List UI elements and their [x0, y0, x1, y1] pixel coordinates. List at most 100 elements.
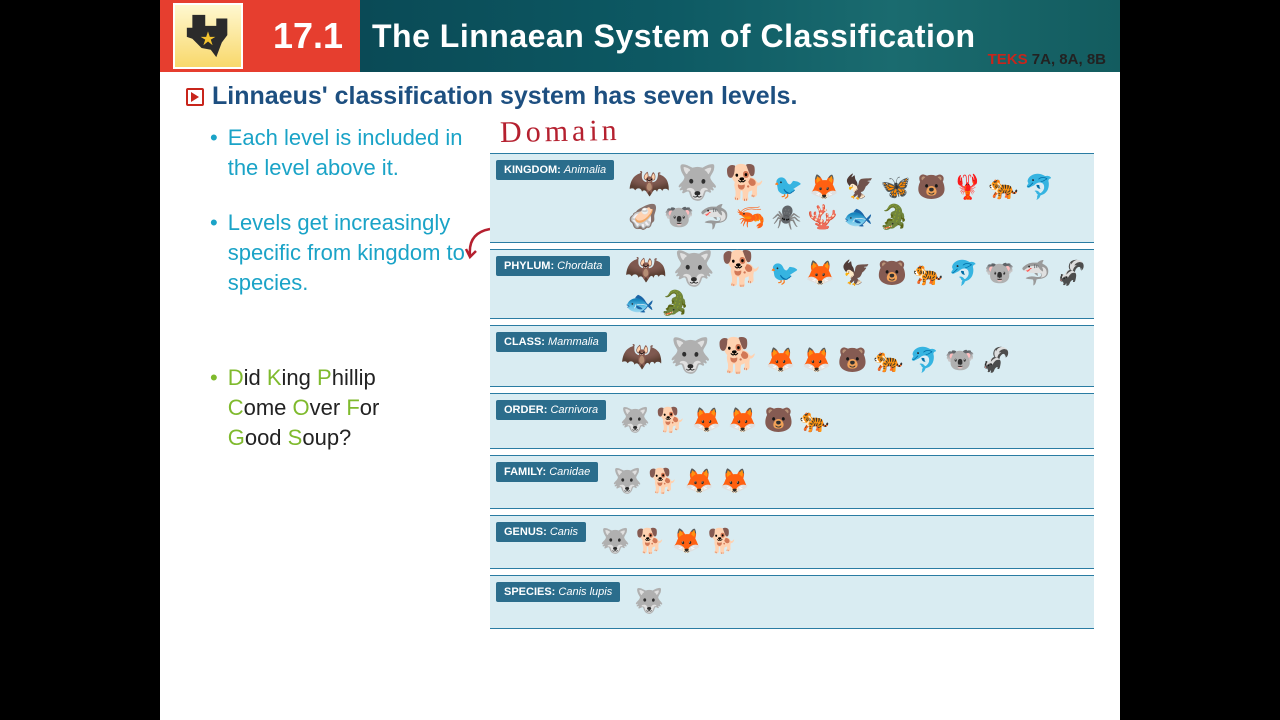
level-animals: 🐺	[630, 590, 664, 614]
animal-icon: 🦊	[805, 262, 835, 286]
teks-label: TEKS 7A, 8A, 8B	[988, 51, 1106, 68]
level-animals: 🦇🐺🐕🐦🦊🦅🦋🐻🦞🐅🐬🦪🐨🦈🦐🕷️🪸🐟🐊	[624, 166, 1088, 230]
animal-icon: 🐕	[648, 470, 678, 494]
level-animals: 🦇🐺🐕🦊🦊🐻🐅🐬🐨🦨	[617, 339, 1011, 373]
texas-badge	[160, 0, 256, 72]
animal-icon: 🦪	[628, 206, 658, 230]
left-column: • Each level is included in the level ab…	[186, 123, 482, 635]
taxonomy-level-family: FAMILY: Canidae🐺🐕🦊🦊	[490, 455, 1094, 509]
animal-icon: 🐺	[673, 252, 715, 286]
texas-icon	[185, 11, 231, 61]
animal-icon: 🦈	[1021, 262, 1051, 286]
level-label: PHYLUM: Chordata	[496, 256, 610, 276]
handwritten-domain: Domain	[500, 114, 621, 150]
animal-icon: 🦅	[845, 176, 875, 200]
level-animals: 🐺🐕🦊🦊	[608, 470, 750, 494]
level-label: GENUS: Canis	[496, 522, 586, 542]
mnemonic-bullet: • Did King Phillip Come Over For Good So…	[210, 363, 482, 452]
animal-icon: 🐺	[620, 409, 650, 433]
content-row: • Each level is included in the level ab…	[186, 123, 1094, 635]
slide-body: Linnaeus' classification system has seve…	[160, 72, 1120, 645]
level-label: FAMILY: Canidae	[496, 462, 598, 482]
animal-icon: 🕷️	[772, 206, 802, 230]
animal-icon: 🐻	[877, 262, 907, 286]
level-label: KINGDOM: Animalia	[496, 160, 614, 180]
animal-icon: 🦊	[672, 530, 702, 554]
animal-icon: 🦞	[953, 176, 983, 200]
animal-icon: 🦨	[1057, 262, 1087, 286]
bullet-dot-icon: •	[210, 123, 218, 182]
slide-title: The Linnaean System of Classification	[372, 18, 1108, 55]
animal-icon: 🦅	[841, 262, 871, 286]
animal-icon: 🐊	[660, 292, 690, 316]
animal-icon: 🐺	[669, 339, 711, 373]
animal-icon: 🐺	[612, 470, 642, 494]
animal-icon: 🐦	[773, 176, 803, 200]
animal-icon: 🦊	[766, 349, 796, 373]
level-animals: 🐺🐕🦊🐕	[596, 530, 738, 554]
animal-icon: 🐕	[636, 530, 666, 554]
animal-icon: 🦊	[802, 349, 832, 373]
animal-icon: 🐅	[873, 349, 903, 373]
taxonomy-level-genus: GENUS: Canis 🐺🐕🦊🐕	[490, 515, 1094, 569]
animal-icon: 🐅	[988, 176, 1018, 200]
taxonomy-levels: KINGDOM: Animalia🦇🐺🐕🐦🦊🦅🦋🐻🦞🐅🐬🦪🐨🦈🦐🕷️🪸🐟🐊PHY…	[490, 123, 1094, 629]
badge-box	[173, 3, 243, 69]
slide: 17.1 The Linnaean System of Classificati…	[160, 0, 1120, 720]
animal-icon: 🐬	[1024, 176, 1054, 200]
taxonomy-level-species: SPECIES: Canis lupis 🐺	[490, 575, 1094, 629]
animal-icon: 🦨	[981, 349, 1011, 373]
animal-icon: 🐻	[917, 176, 947, 200]
animal-icon: 🐟	[843, 206, 873, 230]
taxonomy-level-order: ORDER: Carnivora🐺🐕🦊🦊🐻🐅	[490, 393, 1094, 449]
animal-icon: 🐺	[676, 166, 718, 200]
animal-icon: 🐨	[985, 262, 1015, 286]
level-animals: 🐺🐕🦊🦊🐻🐅	[616, 409, 829, 433]
animal-icon: 🐨	[945, 349, 975, 373]
animal-icon: 🐬	[909, 349, 939, 373]
animal-icon: 🦊	[684, 470, 714, 494]
animal-icon: 🐺	[634, 590, 664, 614]
level-label: CLASS: Mammalia	[496, 332, 607, 352]
bullet-2: • Levels get increasingly specific from …	[210, 208, 482, 297]
bullet-2-text: Levels get increasingly specific from ki…	[228, 208, 482, 297]
animal-icon: 🐬	[949, 262, 979, 286]
level-label: SPECIES: Canis lupis	[496, 582, 620, 602]
animal-icon: 🐦	[769, 262, 799, 286]
heading-bullet-icon	[186, 88, 204, 106]
animal-icon: 🦊	[720, 470, 750, 494]
section-number: 17.1	[256, 0, 360, 72]
animal-icon: 🐕	[721, 252, 763, 286]
animal-icon: 🐟	[624, 292, 654, 316]
animal-icon: 🐅	[800, 409, 830, 433]
animal-icon: 🐕	[725, 166, 767, 200]
header-title-area: The Linnaean System of Classification TE…	[360, 0, 1120, 72]
level-label: ORDER: Carnivora	[496, 400, 606, 420]
animal-icon: 🦇	[628, 166, 670, 200]
animal-icon: 🦈	[700, 206, 730, 230]
bullet-dot-icon: •	[210, 363, 218, 452]
teks-red: TEKS	[988, 51, 1028, 68]
mnemonic-text: Did King Phillip Come Over For Good Soup…	[228, 363, 380, 452]
bullet-1-text: Each level is included in the level abov…	[228, 123, 482, 182]
animal-icon: 🦊	[728, 409, 758, 433]
bullet-1: • Each level is included in the level ab…	[210, 123, 482, 182]
animal-icon: 🐕	[656, 409, 686, 433]
animal-icon: 🦐	[736, 206, 766, 230]
animal-icon: 🦇	[624, 252, 666, 286]
right-column: Domain KINGDOM: Animalia🦇🐺🐕🐦🦊🦅🦋🐻🦞🐅🐬🦪🐨🦈🦐🕷…	[490, 123, 1094, 635]
taxonomy-level-phylum: PHYLUM: Chordata🦇🐺🐕🐦🦊🦅🐻🐅🐬🐨🦈🦨🐟🐊	[490, 249, 1094, 319]
animal-icon: 🦊	[692, 409, 722, 433]
level-animals: 🦇🐺🐕🐦🦊🦅🐻🐅🐬🐨🦈🦨🐟🐊	[620, 252, 1088, 316]
slide-header: 17.1 The Linnaean System of Classificati…	[160, 0, 1120, 72]
animal-icon: 🦊	[809, 176, 839, 200]
animal-icon: 🐕	[717, 339, 759, 373]
heading-text: Linnaeus' classification system has seve…	[212, 82, 797, 111]
animal-icon: 🐊	[879, 206, 909, 230]
animal-icon: 🐻	[764, 409, 794, 433]
bullet-dot-icon: •	[210, 208, 218, 297]
animal-icon: 🦋	[881, 176, 911, 200]
animal-icon: 🐺	[600, 530, 630, 554]
main-heading: Linnaeus' classification system has seve…	[186, 82, 1094, 111]
animal-icon: 🐻	[838, 349, 868, 373]
